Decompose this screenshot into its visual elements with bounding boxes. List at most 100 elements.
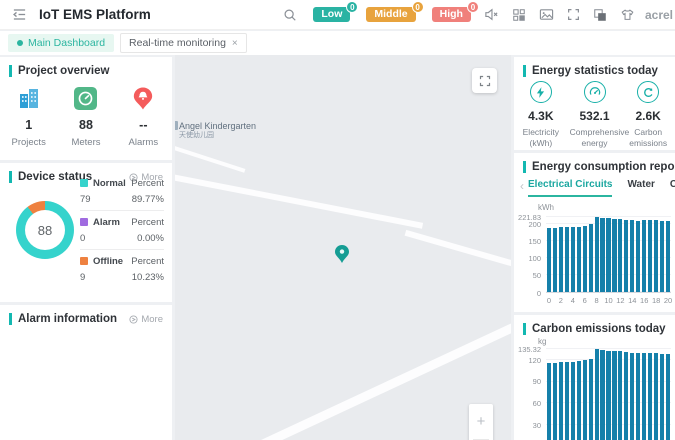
alarm-badge-low[interactable]: Low 0: [313, 0, 359, 23]
meters-count: 88: [79, 118, 93, 132]
volume-mute-icon[interactable]: [484, 7, 499, 22]
bar: [618, 218, 623, 292]
carbon-value: 2.6K: [635, 109, 661, 123]
bar: [588, 224, 593, 292]
device-status-legend: Normal Percent 79 89.77% Alarm Percent 0…: [80, 178, 164, 294]
panel-title: Project overview: [18, 65, 110, 77]
y-axis-ticks: 0 50 100 150 200 221.83: [518, 213, 544, 296]
app-title: IoT EMS Platform: [39, 7, 151, 22]
bar: [588, 359, 593, 440]
gridline: [546, 348, 671, 349]
copy-pages-icon[interactable]: [593, 8, 607, 22]
map-fullscreen-button[interactable]: [472, 68, 497, 93]
panel-energy-report: Energy consumption report today ‹ Electr…: [514, 153, 675, 312]
bar: [648, 220, 653, 292]
bar: [564, 362, 569, 440]
panel-project-overview: Project overview 1 Projects: [0, 57, 172, 160]
title-accent-bar: [9, 313, 12, 325]
bar: [624, 219, 629, 292]
fullscreen-icon[interactable]: [567, 8, 580, 21]
electricity-value: 4.3K: [528, 109, 554, 123]
bar: [546, 362, 552, 440]
bar: [564, 227, 569, 292]
map-location-pin[interactable]: [335, 245, 349, 268]
brand-logo-text: acrel: [644, 7, 673, 22]
map-canvas[interactable]: Angel Kindergarten 天使幼儿园 +: [175, 55, 511, 440]
y-tick-label: 50: [532, 271, 541, 281]
bar: [636, 220, 641, 292]
x-tick-label: 4: [570, 296, 575, 305]
legend-alarm: Alarm Percent 0 0.00%: [80, 217, 164, 250]
tabs-scroll-left-icon[interactable]: ‹: [520, 179, 524, 193]
gridline: [546, 216, 671, 217]
offline-count: 9: [80, 272, 86, 283]
y-tick-label: 221.83: [518, 212, 541, 222]
tab-cor[interactable]: Cor: [669, 179, 675, 190]
map-road: [175, 141, 246, 173]
bar: [594, 217, 599, 292]
bar: [570, 227, 575, 292]
bar: [618, 351, 623, 440]
panel-title: Carbon emissions today: [532, 323, 666, 335]
bar: [665, 221, 671, 292]
map-poi-label: Angel Kindergarten 天使幼儿园: [179, 121, 257, 139]
search-icon[interactable]: [283, 8, 297, 22]
map-zoom-control[interactable]: +: [469, 404, 493, 440]
device-status-more-link[interactable]: More: [129, 172, 163, 183]
bar: [612, 350, 617, 440]
stat-carbon: 2.6K Carbon emissions today (kg): [621, 81, 675, 150]
chart-plot-area: [546, 348, 671, 440]
menu-fold-icon[interactable]: [12, 7, 27, 22]
device-status-donut-chart: 88: [16, 201, 74, 259]
poi-icon: [175, 121, 178, 130]
bar: [630, 352, 635, 440]
bar: [552, 227, 557, 292]
normal-count: 79: [80, 194, 91, 205]
close-tab-icon[interactable]: ×: [231, 37, 238, 49]
tab-water[interactable]: Water: [627, 179, 655, 190]
page-tab-bar: Main Dashboard Real-time monitoring ×: [0, 31, 675, 55]
x-tick-label: 16: [640, 296, 649, 305]
alarms-count: --: [139, 118, 148, 132]
y-axis-unit: kWh: [538, 203, 554, 212]
alarm-badge-high[interactable]: High 0: [431, 0, 479, 23]
project-stats: 1 Projects 88 Meters: [0, 85, 172, 148]
y-tick-label: 30: [532, 420, 541, 430]
zoom-in-button[interactable]: +: [476, 412, 486, 430]
bar: [606, 350, 611, 440]
y-tick-label: 150: [528, 236, 541, 246]
x-tick-label: 12: [616, 296, 625, 305]
badge-count: 0: [411, 0, 424, 13]
alarm-badge-middle[interactable]: Middle 0: [366, 0, 424, 23]
theme-skin-icon[interactable]: [620, 8, 635, 22]
legend-swatch: [80, 218, 88, 226]
energy-consumption-chart: kWh 0 50 100 150 200 221.83 0 2 4 6 8 10 12 14 16 18 20: [518, 203, 673, 307]
bar: [576, 361, 581, 440]
lightning-icon: [529, 81, 552, 103]
apps-grid-icon[interactable]: [512, 8, 526, 22]
x-tick-label: 18: [651, 296, 661, 305]
panel-header: Alarm information More: [0, 305, 172, 325]
bar: [576, 226, 581, 292]
legend-normal: Normal Percent 79 89.77%: [80, 178, 164, 211]
bar: [642, 220, 647, 292]
x-tick-label: 2: [558, 296, 563, 305]
tab-electrical-circuits[interactable]: Electrical Circuits: [528, 179, 613, 197]
x-axis-ticks: 0 2 4 6 8 10 12 14 16 18 20: [546, 295, 673, 305]
bar: [558, 362, 563, 440]
x-tick-label: 20: [663, 296, 673, 305]
projects-label: Projects: [11, 137, 46, 148]
bar: [654, 220, 659, 292]
y-tick-label: 200: [528, 219, 541, 229]
bar: [558, 227, 563, 292]
tab-main-dashboard[interactable]: Main Dashboard: [8, 34, 115, 52]
alarm-info-more-link[interactable]: More: [129, 314, 163, 325]
zoom-control-divider: [473, 438, 489, 440]
bar: [582, 225, 587, 292]
tab-realtime-monitoring[interactable]: Real-time monitoring ×: [120, 33, 247, 53]
title-accent-bar: [523, 161, 526, 173]
badge-count: 0: [346, 0, 359, 13]
image-icon[interactable]: [539, 7, 554, 22]
title-accent-bar: [9, 171, 12, 183]
